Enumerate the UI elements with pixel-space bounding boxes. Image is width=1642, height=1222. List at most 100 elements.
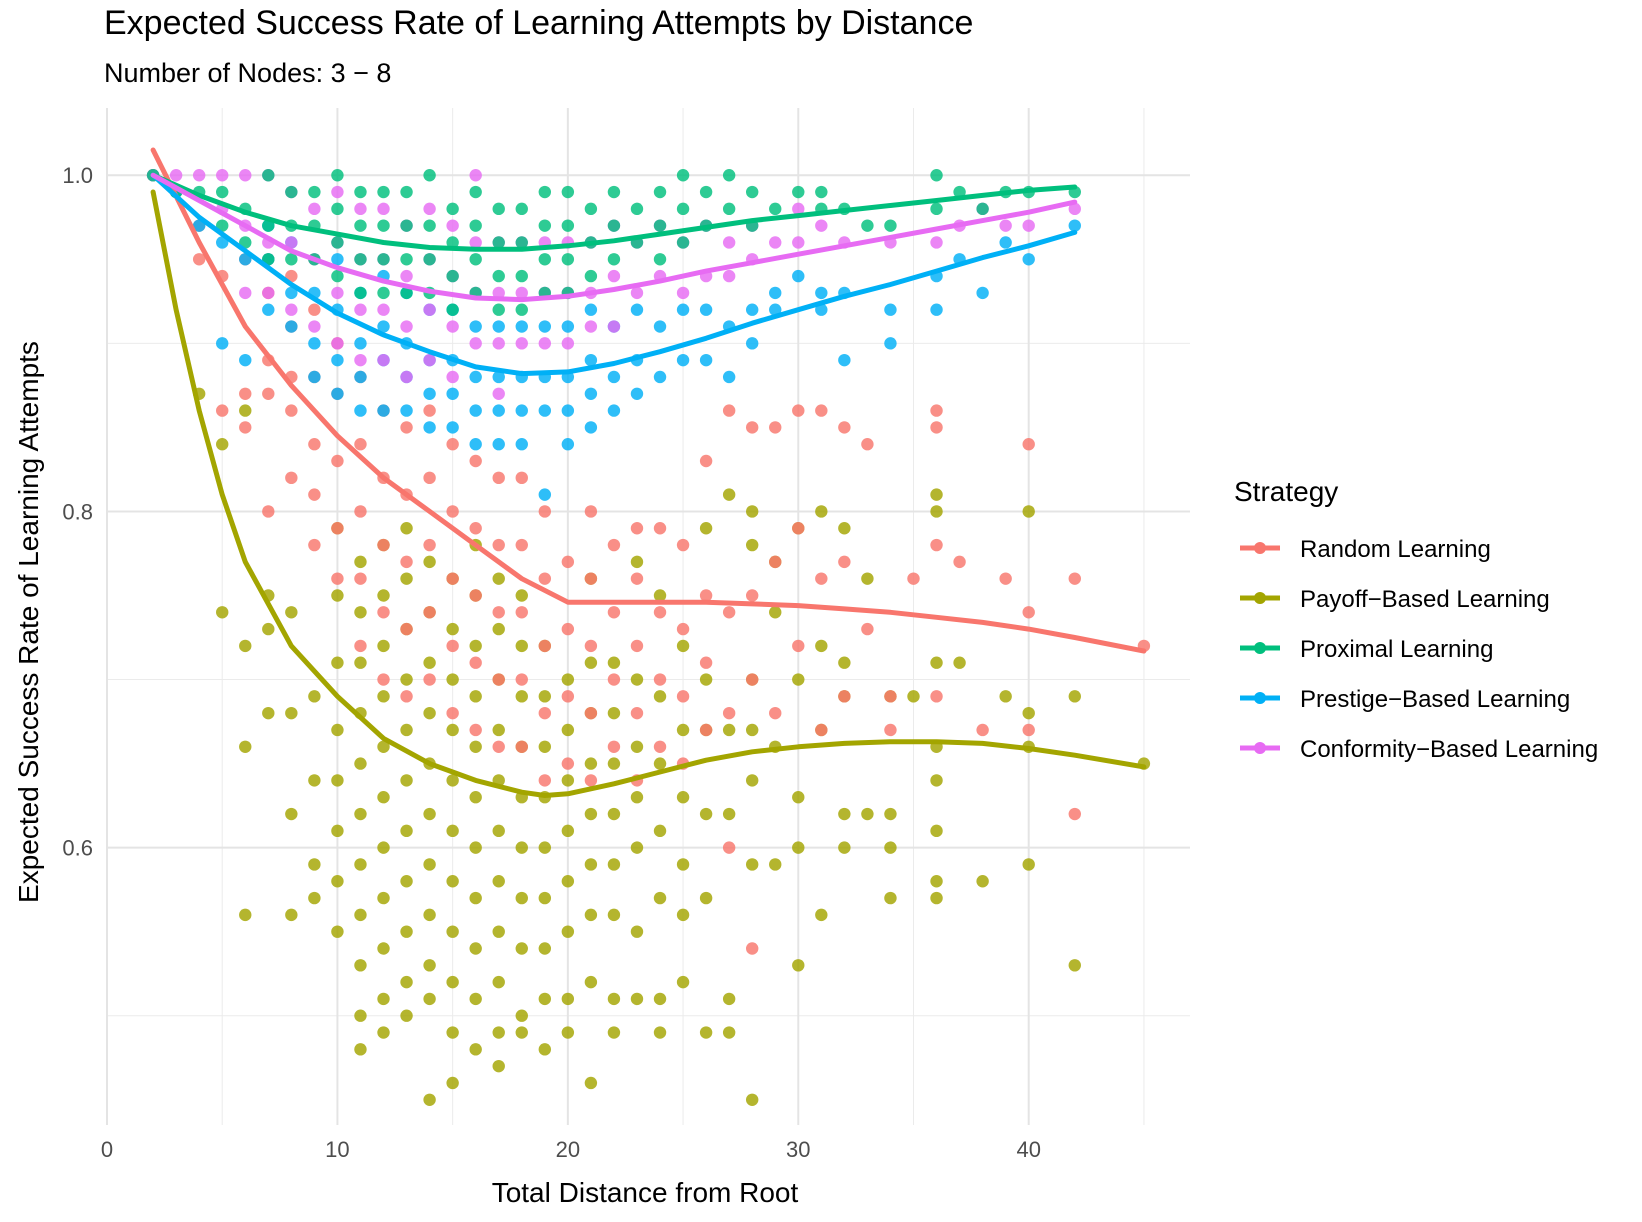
data-point xyxy=(792,673,805,686)
data-point xyxy=(377,791,390,804)
legend-label: Conformity−Based Learning xyxy=(1300,736,1598,763)
chart-subtitle: Number of Nodes: 3 − 8 xyxy=(104,58,391,88)
data-point xyxy=(469,522,482,535)
data-point xyxy=(331,656,344,669)
data-point xyxy=(423,538,436,552)
data-point xyxy=(285,253,298,266)
data-point xyxy=(999,572,1012,585)
data-point xyxy=(607,185,621,199)
data-point xyxy=(469,891,482,905)
data-point xyxy=(331,454,344,468)
data-point xyxy=(423,202,436,216)
x-tick-label: 0 xyxy=(101,1137,113,1162)
data-point xyxy=(561,437,575,451)
data-point xyxy=(538,337,552,350)
smooth-lines-layer xyxy=(150,147,1147,798)
data-point xyxy=(561,622,575,636)
data-point xyxy=(769,858,782,871)
data-point xyxy=(561,824,575,838)
data-point xyxy=(400,673,413,686)
data-point xyxy=(538,488,552,501)
data-point xyxy=(769,236,782,249)
data-point xyxy=(653,1026,667,1039)
data-point xyxy=(354,370,367,384)
data-point xyxy=(676,236,690,249)
data-point xyxy=(515,337,528,350)
data-point xyxy=(745,421,759,434)
data-point xyxy=(239,286,252,300)
data-point xyxy=(308,488,321,501)
data-point xyxy=(630,841,644,854)
data-point xyxy=(884,690,897,703)
data-point xyxy=(561,875,575,888)
data-point xyxy=(976,286,989,300)
data-point xyxy=(285,606,298,619)
data-point xyxy=(285,807,298,821)
data-point xyxy=(699,656,713,669)
data-point xyxy=(676,353,690,367)
data-point xyxy=(722,992,736,1006)
data-point xyxy=(492,622,505,636)
data-point xyxy=(377,538,390,552)
data-point xyxy=(354,253,367,266)
data-point xyxy=(607,757,621,770)
data-point xyxy=(469,169,482,182)
data-point xyxy=(607,740,621,753)
data-point xyxy=(216,169,229,182)
data-point xyxy=(907,572,920,585)
data-point xyxy=(423,959,436,972)
data-point xyxy=(469,185,482,199)
data-point xyxy=(377,942,390,955)
data-point xyxy=(584,269,598,283)
data-point xyxy=(331,185,344,199)
data-point xyxy=(354,606,367,619)
data-point xyxy=(1068,219,1081,232)
y-tick-label: 1.0 xyxy=(62,163,93,188)
data-point xyxy=(607,807,621,821)
data-point xyxy=(930,875,943,888)
legend-item: Prestige−Based Learning xyxy=(1240,686,1570,713)
data-point xyxy=(400,622,413,636)
data-point xyxy=(423,706,436,720)
data-point xyxy=(676,538,690,552)
data-point xyxy=(400,219,413,232)
data-point xyxy=(515,286,528,300)
data-point xyxy=(976,875,989,888)
data-point xyxy=(469,370,482,384)
data-point xyxy=(838,656,851,669)
data-point xyxy=(331,286,344,300)
data-point xyxy=(538,841,552,854)
data-point xyxy=(377,303,390,316)
data-point xyxy=(492,673,505,686)
data-point xyxy=(492,538,505,552)
data-point xyxy=(400,253,413,266)
data-point xyxy=(469,320,482,333)
legend-title: Strategy xyxy=(1234,476,1338,507)
data-point xyxy=(262,303,275,316)
data-point xyxy=(815,185,828,199)
data-point xyxy=(699,807,713,821)
data-point xyxy=(792,202,805,216)
data-point xyxy=(354,1043,367,1056)
data-point xyxy=(308,337,321,350)
data-point xyxy=(423,992,436,1006)
smooth-line xyxy=(150,172,1078,252)
data-point xyxy=(446,639,459,653)
data-point xyxy=(423,421,436,434)
data-point xyxy=(308,303,321,316)
data-point xyxy=(423,471,436,485)
data-point xyxy=(239,404,252,417)
data-point xyxy=(722,807,736,821)
data-point xyxy=(515,236,528,249)
data-point xyxy=(423,606,436,619)
data-point xyxy=(331,723,344,737)
chart-title: Expected Success Rate of Learning Attemp… xyxy=(104,4,973,42)
data-point xyxy=(584,639,598,653)
data-point xyxy=(930,488,943,501)
smooth-line xyxy=(150,147,1147,654)
data-point xyxy=(469,404,482,417)
data-point xyxy=(930,690,943,703)
data-point xyxy=(584,572,598,585)
data-point xyxy=(538,253,552,266)
